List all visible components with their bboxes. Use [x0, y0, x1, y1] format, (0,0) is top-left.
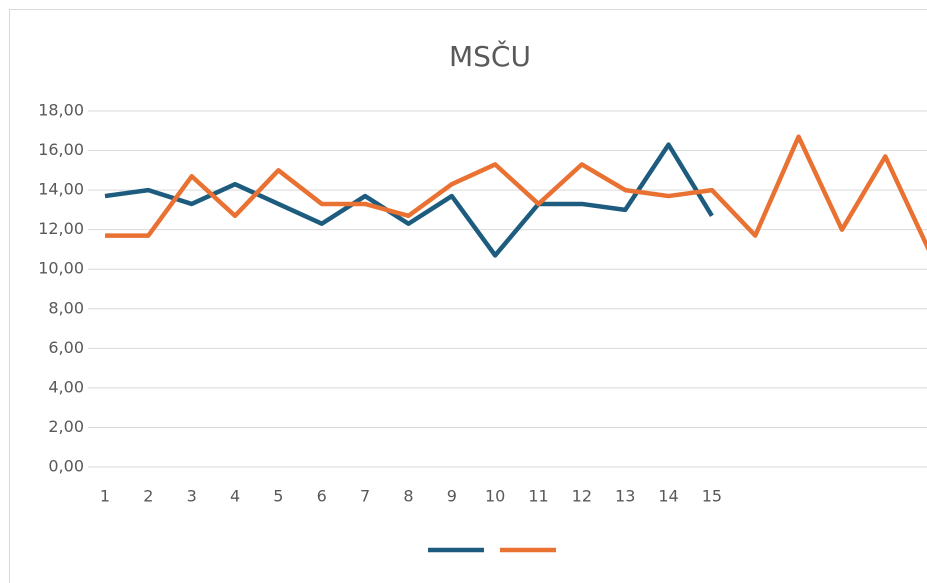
y-tick-label: 18,00: [38, 101, 84, 120]
y-tick-label: 4,00: [48, 377, 84, 396]
y-tick-label: 16,00: [38, 140, 84, 159]
x-tick-label: 3: [187, 487, 197, 506]
x-tick-label: 13: [615, 487, 635, 506]
x-tick-label: 10: [485, 487, 505, 506]
y-tick-label: 12,00: [38, 219, 84, 238]
x-tick-label: 8: [403, 487, 413, 506]
series-line: [104, 142, 714, 258]
x-tick-label: 12: [572, 487, 592, 506]
y-tick-label: 14,00: [38, 180, 84, 199]
x-tick-label: 11: [528, 487, 548, 506]
y-tick-label: 0,00: [48, 457, 84, 476]
y-tick-label: 2,00: [48, 417, 84, 436]
chart-title: MSČU: [449, 39, 531, 73]
x-tick-label: 15: [702, 487, 722, 506]
x-tick-label: 9: [447, 487, 457, 506]
x-tick-label: 5: [273, 487, 283, 506]
y-tick-label: 6,00: [48, 338, 84, 357]
series-line: [105, 134, 927, 251]
y-tick-label: 10,00: [38, 259, 84, 278]
x-tick-label: 1: [100, 487, 110, 506]
y-tick-label: 8,00: [48, 298, 84, 317]
x-tick-label: 7: [360, 487, 370, 506]
x-tick-label: 14: [658, 487, 678, 506]
x-tick-label: 6: [317, 487, 327, 506]
chart-frame: [9, 9, 927, 583]
x-tick-label: 4: [230, 487, 240, 506]
x-tick-label: 2: [143, 487, 153, 506]
